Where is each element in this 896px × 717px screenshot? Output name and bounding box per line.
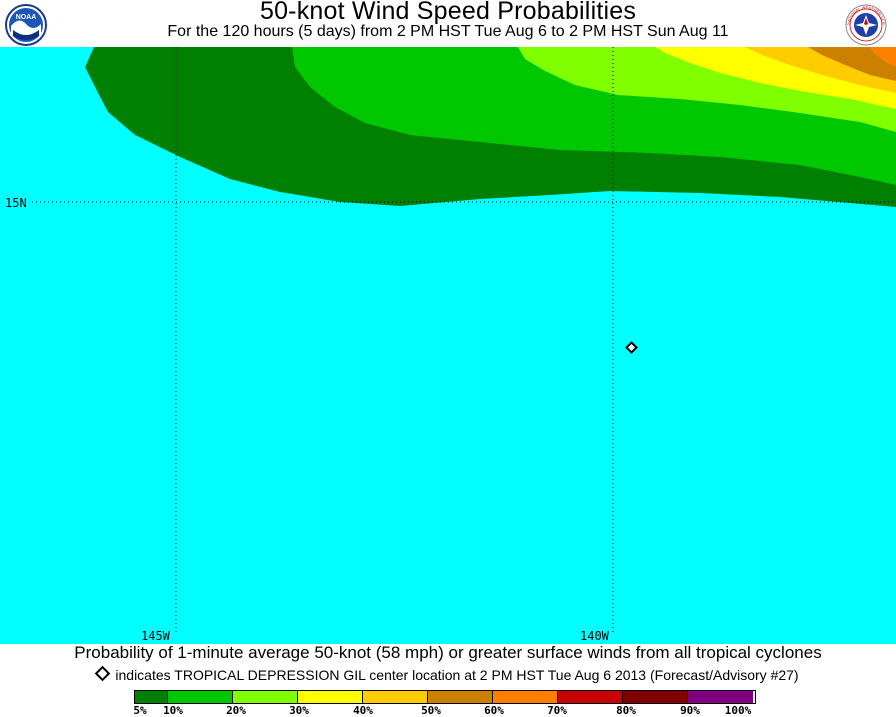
- legend-swatch-7: [558, 691, 623, 703]
- legend-swatch-0: [135, 691, 168, 703]
- longitude-label-140w: 140W: [580, 629, 610, 643]
- diamond-icon: [95, 665, 111, 682]
- page-title: 50-knot Wind Speed Probabilities: [259, 0, 637, 25]
- legend-label: 40%: [353, 704, 373, 717]
- nws-logo: NATIONAL WEATHER SERVICE: [845, 4, 887, 46]
- storm-center-diamond-icon: [625, 341, 638, 354]
- noaa-logo: NOAA: [5, 4, 47, 46]
- legend-swatch-2: [233, 691, 298, 703]
- legend-swatch-6: [493, 691, 558, 703]
- legend-label: 70%: [547, 704, 567, 717]
- probability-map: 15N 145W 140W: [0, 47, 896, 644]
- legend-label: 60%: [484, 704, 504, 717]
- legend-label: 20%: [226, 704, 246, 717]
- color-legend: [134, 690, 756, 704]
- band-60-percent: [870, 47, 896, 67]
- legend-label: 10%: [163, 704, 183, 717]
- latitude-label-15n: 15N: [5, 196, 27, 210]
- legend-swatch-8: [623, 691, 688, 703]
- legend-swatch-3: [298, 691, 363, 703]
- legend-label: 90%: [680, 704, 700, 717]
- legend-labels: 5% 10% 20% 30% 40% 50% 60% 70% 80% 90% 100%: [0, 704, 896, 717]
- legend-swatch-1: [168, 691, 233, 703]
- legend-label: 30%: [289, 704, 309, 717]
- map-description: Probability of 1-minute average 50-knot …: [74, 643, 822, 662]
- legend-swatch-5: [428, 691, 493, 703]
- page-subtitle: For the 120 hours (5 days) from 2 PM HST…: [167, 23, 729, 40]
- legend-swatch-9: [688, 691, 753, 703]
- marker-note-text: indicates TROPICAL DEPRESSION GIL center…: [115, 667, 799, 683]
- legend-swatch-4: [363, 691, 428, 703]
- legend-label: 80%: [616, 704, 636, 717]
- noaa-logo-text: NOAA: [16, 14, 37, 21]
- legend-label: 100%: [724, 704, 752, 717]
- longitude-label-145w: 145W: [141, 629, 171, 643]
- legend-label: 50%: [421, 704, 441, 717]
- marker-note: indicates TROPICAL DEPRESSION GIL center…: [0, 665, 896, 683]
- legend-label: 5%: [133, 704, 147, 717]
- band-50-percent: [808, 47, 896, 81]
- header: NOAA 50-knot Wind Speed Probabilities Fo…: [0, 0, 896, 47]
